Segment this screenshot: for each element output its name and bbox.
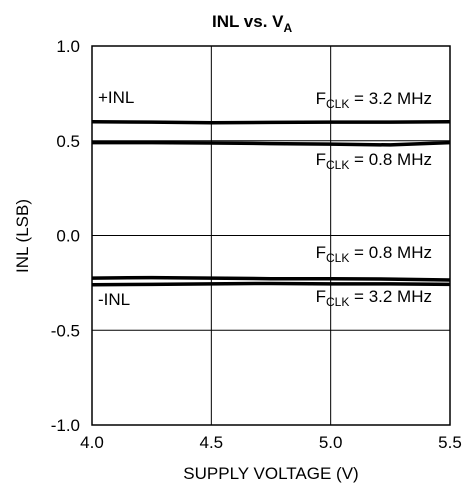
series-line-3 <box>91 275 451 282</box>
plot-frame <box>91 45 451 426</box>
y-axis-title: INL (LSB) <box>13 199 32 273</box>
y-tick-label-4: -1.0 <box>51 416 80 435</box>
y-tick-label-3: -0.5 <box>51 321 80 340</box>
series-line-2 <box>92 140 451 147</box>
chart-title: INL vs. VA <box>212 12 293 35</box>
series-line-1 <box>91 120 451 125</box>
chart-title-main: INL vs. V <box>212 12 284 31</box>
grid <box>92 46 450 425</box>
y-tick-label-1: 0.5 <box>56 132 80 151</box>
x-tick-label-1: 4.5 <box>200 433 224 452</box>
series-lines <box>91 120 451 287</box>
x-tick-label-3: 5.5 <box>438 433 462 452</box>
fclk-3-2mhz-upper-label: FCLK = 3.2 MHz <box>316 89 432 111</box>
plus-inl-label: +INL <box>98 88 134 107</box>
fclk-3-2mhz-lower-label: FCLK = 3.2 MHz <box>316 287 432 309</box>
x-tick-label-0: 4.0 <box>80 433 104 452</box>
minus-inl-label: -INL <box>98 290 130 309</box>
fclk-0-8mhz-upper-label: FCLK = 0.8 MHz <box>316 150 432 172</box>
y-tick-labels: 1.0 0.5 0.0 -0.5 -1.0 <box>51 37 80 435</box>
x-tick-label-2: 5.0 <box>319 433 343 452</box>
x-tick-labels: 4.0 4.5 5.0 5.5 <box>80 433 462 452</box>
series-line-4 <box>91 281 451 287</box>
fclk-0-8mhz-lower-label: FCLK = 0.8 MHz <box>316 243 432 265</box>
chart-title-subscript: A <box>284 21 293 35</box>
y-tick-label-2: 0.0 <box>56 227 80 246</box>
y-tick-label-0: 1.0 <box>56 37 80 56</box>
x-axis-title: SUPPLY VOLTAGE (V) <box>183 464 358 483</box>
